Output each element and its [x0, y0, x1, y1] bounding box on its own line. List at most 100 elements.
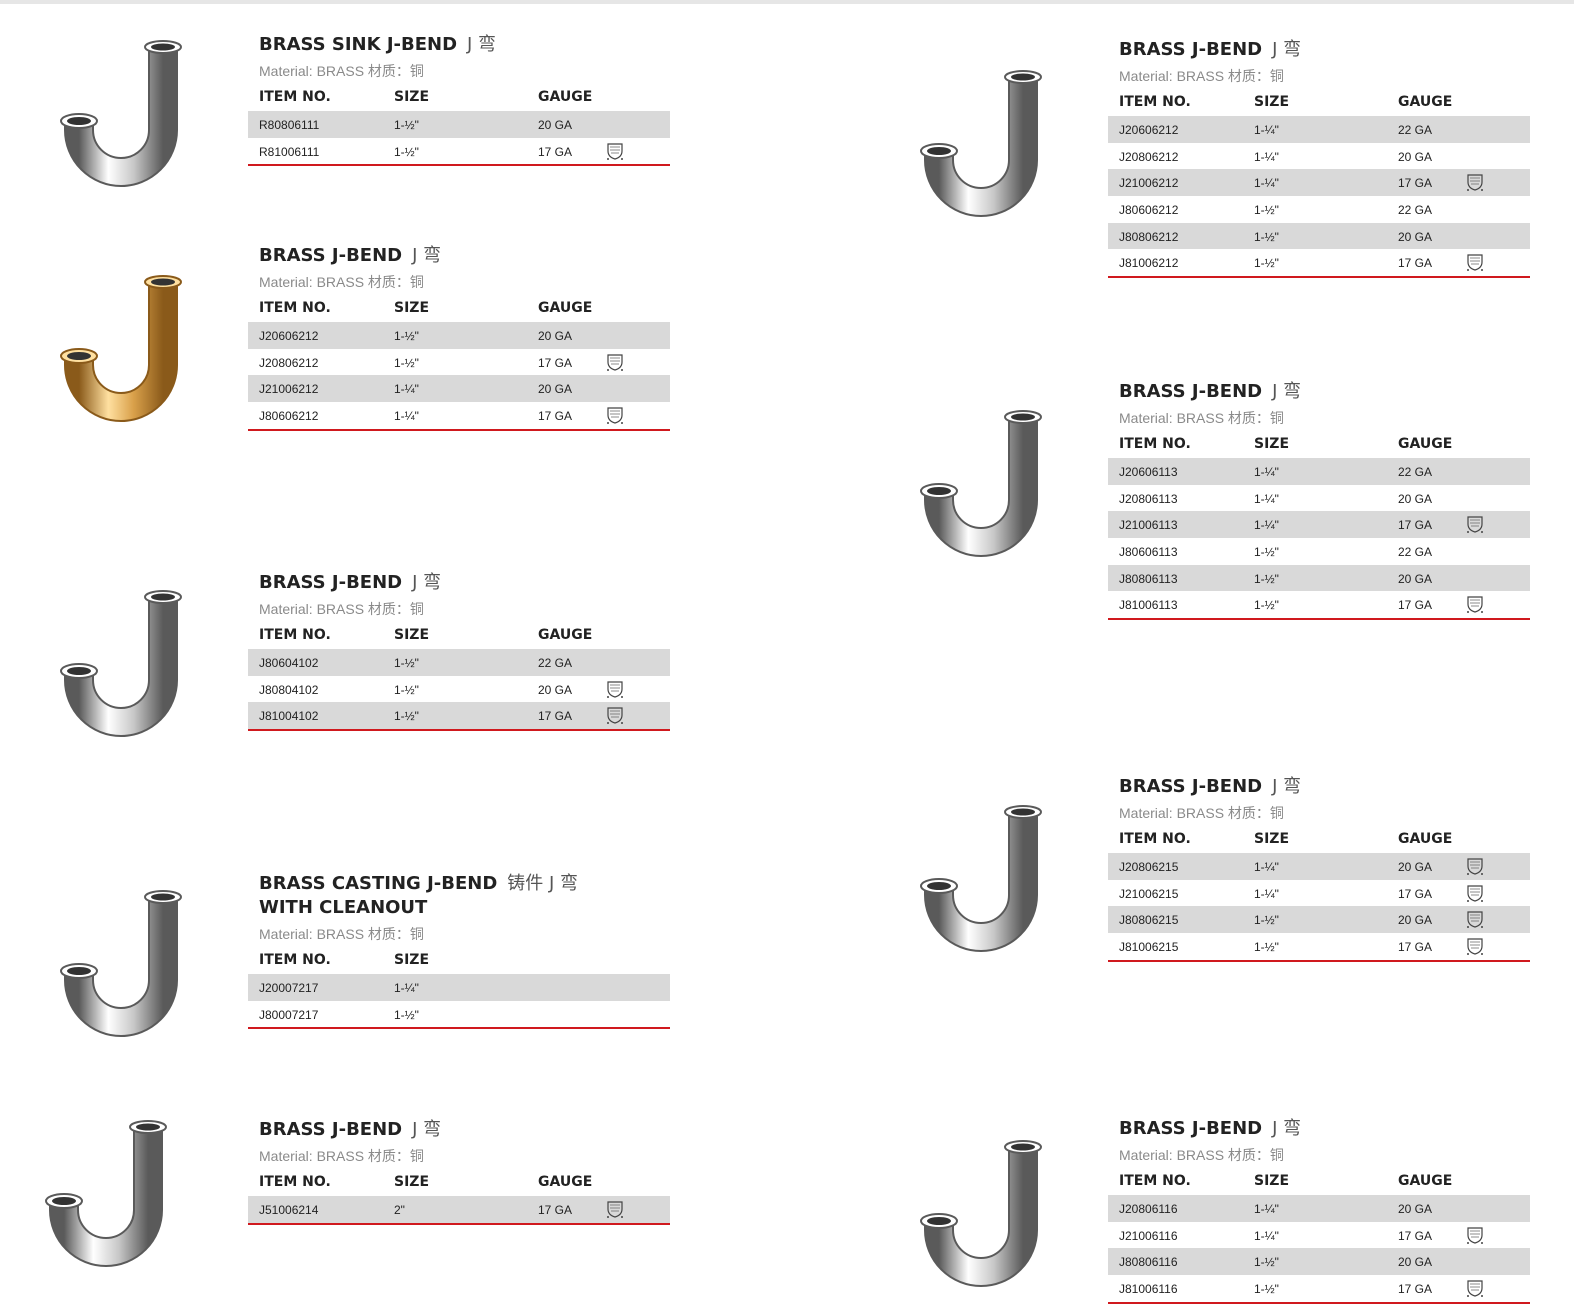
cell: J81006113 — [1119, 598, 1178, 613]
cell: 1-¼" — [1254, 465, 1279, 479]
title-line: BRASS J-BEND J 弯 — [259, 244, 670, 268]
cell: J20806215 — [1119, 860, 1179, 874]
cell: 22 GA — [1398, 123, 1433, 137]
header-cell: ITEM NO. — [259, 627, 331, 643]
cell: 1-¼" — [394, 382, 419, 397]
header-cell: ITEM NO. — [1119, 94, 1191, 110]
table-row: J21006215 1-¼" 17 GA — [1108, 880, 1530, 907]
material: Material: BRASS 材质：铜 — [259, 926, 424, 942]
product-block: BRASS J-BEND J 弯 Material: BRASS 材质：铜 ITEM … — [1108, 1117, 1530, 1304]
table-row: J51006214 2" 17 GA — [248, 1196, 670, 1223]
cert-badge — [1467, 858, 1483, 875]
cell: 20 GA — [1398, 1255, 1433, 1270]
cell: 17 GA — [538, 409, 573, 424]
cell: 1-½" — [394, 682, 419, 697]
product-block: BRASS SINK J-BEND J 弯 Material: BRASS 材质：铜… — [248, 33, 670, 167]
product-image — [920, 70, 1042, 217]
cell: 20 GA — [1398, 571, 1433, 586]
cert-badge — [607, 1201, 623, 1218]
title-text: BRASS J-BEND — [1119, 381, 1263, 402]
cell: 1-½" — [394, 355, 419, 370]
cert-badge — [1467, 911, 1483, 929]
title-cn: J 弯 — [1272, 776, 1302, 797]
cell: 1-¼" — [1254, 149, 1279, 164]
header-cell: ITEM NO. — [259, 1174, 331, 1190]
cell: J21006113 — [1119, 518, 1178, 533]
cert-badge — [1467, 885, 1483, 902]
product-title: BRASS J-BEND J 弯 — [1108, 775, 1530, 799]
material: Material: BRASS 材质：铜 — [259, 274, 424, 290]
product-image — [60, 275, 182, 422]
title-cn: J 弯 — [1272, 39, 1302, 60]
title-cn: J 弯 — [1272, 1118, 1302, 1139]
table-bottom-rule — [1108, 1301, 1530, 1304]
cell: J20806212 — [1119, 149, 1179, 164]
cert-badge — [607, 143, 623, 160]
cell: 22 GA — [1398, 465, 1433, 479]
product-title: BRASS J-BEND J 弯 — [248, 244, 670, 268]
product-title: BRASS J-BEND J 弯 — [1108, 380, 1530, 404]
table-row: J80806116 1-½" 20 GA — [1108, 1248, 1530, 1276]
header-cell: GAUGE — [538, 1174, 593, 1190]
material: Material: BRASS 材质：铜 — [1119, 68, 1284, 84]
product-image — [920, 1140, 1042, 1287]
cert-badge — [1467, 174, 1483, 192]
product-image — [920, 410, 1042, 557]
cell: J20606113 — [1119, 465, 1178, 479]
cell: 20 GA — [1398, 913, 1433, 928]
table-row: J20806212 1-½" 17 GA — [248, 349, 670, 376]
table-row: J80007217 1-½" — [248, 1001, 670, 1028]
product-block: BRASS J-BEND J 弯 Material: BRASS 材质：铜 ITEM … — [248, 1118, 670, 1225]
cell: 1-¼" — [1254, 860, 1279, 874]
title-text: BRASS CASTING J-BEND — [259, 873, 498, 894]
table-row: J81004102 1-½" 17 GA — [248, 702, 670, 730]
material: Material: BRASS 材质：铜 — [1119, 410, 1284, 426]
cell: J20606212 — [1119, 123, 1179, 137]
table-row: J81006116 1-½" 17 GA — [1108, 1275, 1530, 1302]
cell: 17 GA — [1398, 598, 1433, 613]
cert-badge — [1467, 516, 1483, 534]
product-block: BRASS CASTING J-BEND 铸件 J 弯 WITH CLEANOUT M… — [248, 872, 670, 1030]
table-bottom-rule — [248, 428, 670, 431]
cert-badge — [607, 354, 623, 371]
title-line: BRASS J-BEND J 弯 — [1119, 380, 1530, 404]
cell: J20806116 — [1119, 1202, 1178, 1216]
title-text: BRASS J-BEND — [259, 245, 403, 266]
cell: R80806111 — [259, 118, 320, 132]
header-cell: GAUGE — [1398, 94, 1453, 110]
table-row: J80606113 1-½" 22 GA — [1108, 538, 1530, 565]
cell: 1-½" — [1254, 256, 1279, 271]
cell: 1-½" — [394, 1007, 419, 1022]
cell: 1-½" — [1254, 913, 1279, 928]
cell: 1-½" — [1254, 203, 1279, 218]
table-row: J20606113 1-¼" 22 GA — [1108, 458, 1530, 485]
title-cn: J 弯 — [1272, 381, 1302, 402]
title-line: BRASS J-BEND J 弯 — [1119, 38, 1530, 62]
table-header: ITEM NO. SIZE GAUGE — [248, 1168, 670, 1196]
table-row: J20806212 1-¼" 20 GA — [1108, 143, 1530, 170]
title-text: BRASS J-BEND — [259, 572, 403, 593]
cell: J20806212 — [259, 355, 319, 370]
table-row: J20806116 1-¼" 20 GA — [1108, 1195, 1530, 1222]
cell: 1-¼" — [394, 409, 419, 424]
table-row: R81006111 1-½" 17 GA — [248, 138, 670, 165]
table-row: J80806215 1-½" 20 GA — [1108, 906, 1530, 934]
header-cell: SIZE — [1254, 94, 1290, 110]
cell: J80806113 — [1119, 571, 1178, 586]
cell: 1-½" — [1254, 571, 1279, 586]
table-row: J20606212 1-¼" 22 GA — [1108, 116, 1530, 143]
cert-badge — [1467, 254, 1483, 272]
cell: J20007217 — [259, 981, 319, 995]
table-header: ITEM NO. SIZE GAUGE — [1108, 1167, 1530, 1195]
cell: 17 GA — [1398, 518, 1433, 533]
table-bottom-rule — [1108, 618, 1530, 621]
product-block: BRASS J-BEND J 弯 Material: BRASS 材质：铜 ITEM … — [1108, 38, 1530, 279]
cell: J51006214 — [259, 1203, 319, 1217]
product-image — [60, 890, 182, 1037]
table-row: J21006113 1-¼" 17 GA — [1108, 511, 1530, 539]
cell: J81006116 — [1119, 1282, 1178, 1297]
title-line: BRASS SINK J-BEND J 弯 — [259, 33, 670, 57]
cell: 17 GA — [1398, 940, 1433, 955]
cell: 1-½" — [1254, 545, 1279, 560]
title-cn: J 弯 — [412, 572, 442, 593]
